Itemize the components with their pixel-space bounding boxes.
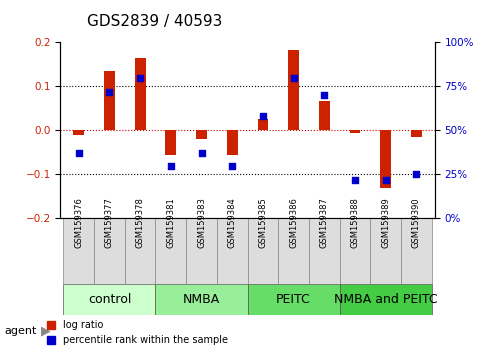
Bar (227, 130, 238, 155)
Point (382, 177, 389, 182)
FancyBboxPatch shape (370, 218, 401, 284)
FancyBboxPatch shape (217, 218, 248, 284)
Text: GSM159385: GSM159385 (258, 197, 268, 248)
Point (106, 89, 114, 95)
Bar (380, 130, 391, 188)
Bar (288, 50, 299, 130)
FancyBboxPatch shape (63, 218, 94, 284)
FancyBboxPatch shape (63, 284, 156, 315)
Text: GSM159378: GSM159378 (136, 197, 144, 248)
FancyBboxPatch shape (248, 218, 278, 284)
Text: GSM159376: GSM159376 (74, 197, 83, 248)
Text: GSM159384: GSM159384 (227, 197, 237, 248)
Text: GSM159381: GSM159381 (166, 197, 175, 248)
Point (136, 75, 144, 80)
Bar (104, 71, 115, 130)
Point (198, 150, 205, 156)
Bar (350, 130, 360, 133)
Text: ▶: ▶ (41, 325, 51, 337)
Point (75, 150, 83, 156)
FancyBboxPatch shape (248, 284, 340, 315)
Point (412, 172, 420, 177)
Point (290, 75, 298, 80)
Text: PEITC: PEITC (276, 293, 311, 306)
Text: GSM159389: GSM159389 (381, 197, 390, 248)
Text: GDS2839 / 40593: GDS2839 / 40593 (87, 14, 222, 29)
Bar (319, 101, 329, 130)
FancyBboxPatch shape (94, 218, 125, 284)
Text: NMBA and PEITC: NMBA and PEITC (334, 293, 438, 306)
Text: NMBA: NMBA (183, 293, 220, 306)
FancyBboxPatch shape (278, 218, 309, 284)
Text: GSM159386: GSM159386 (289, 197, 298, 248)
Text: GSM159390: GSM159390 (412, 198, 421, 248)
Point (351, 177, 359, 182)
Point (320, 92, 328, 98)
FancyBboxPatch shape (125, 218, 156, 284)
Bar (257, 119, 268, 130)
Point (228, 163, 236, 169)
Bar (166, 130, 176, 155)
Text: agent: agent (5, 326, 37, 336)
Bar (196, 130, 207, 139)
FancyBboxPatch shape (401, 218, 432, 284)
FancyBboxPatch shape (309, 218, 340, 284)
Text: GSM159377: GSM159377 (105, 197, 114, 248)
Text: GSM159388: GSM159388 (351, 197, 359, 248)
FancyBboxPatch shape (340, 218, 370, 284)
Text: GSM159387: GSM159387 (320, 197, 329, 248)
Point (259, 114, 267, 119)
FancyBboxPatch shape (340, 284, 432, 315)
FancyBboxPatch shape (156, 284, 248, 315)
Bar (135, 58, 145, 130)
Text: GSM159383: GSM159383 (197, 197, 206, 248)
FancyBboxPatch shape (186, 218, 217, 284)
Bar (411, 130, 422, 137)
FancyBboxPatch shape (156, 218, 186, 284)
Point (167, 163, 175, 169)
Bar (73, 130, 84, 135)
Legend: log ratio, percentile rank within the sample: log ratio, percentile rank within the sa… (43, 316, 232, 349)
Text: control: control (88, 293, 131, 306)
